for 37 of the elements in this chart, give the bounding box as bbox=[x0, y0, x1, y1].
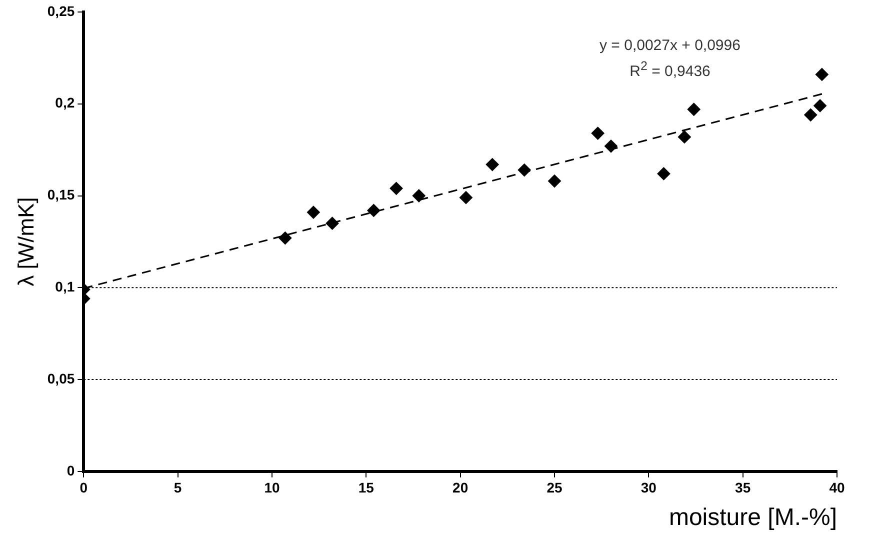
x-axis-title: moisture [M.-%] bbox=[668, 504, 837, 532]
y-tick-label: 0,2 bbox=[55, 94, 75, 111]
annotation: R$^{2}$ = 0,9436 bbox=[628, 58, 712, 82]
annotation: y = 0,0027x + 0,0996 bbox=[598, 36, 742, 56]
point bbox=[687, 102, 700, 116]
x-tick-label: 35 bbox=[735, 480, 751, 496]
point bbox=[326, 216, 339, 230]
point bbox=[367, 204, 380, 217]
x-tick-label: 5 bbox=[174, 480, 182, 496]
point bbox=[278, 232, 292, 245]
x-tick-label: 40 bbox=[829, 480, 845, 496]
y-tick-label: 0,25 bbox=[47, 2, 75, 19]
point bbox=[657, 167, 670, 180]
point bbox=[804, 108, 818, 122]
y-tick-label: 0,1 bbox=[55, 278, 75, 294]
x-tick-label: 15 bbox=[358, 480, 374, 496]
point bbox=[390, 182, 403, 195]
point bbox=[604, 140, 618, 153]
point bbox=[412, 189, 426, 202]
point bbox=[814, 99, 827, 112]
point bbox=[518, 164, 531, 177]
point bbox=[678, 130, 691, 144]
point bbox=[459, 191, 472, 204]
x-tick-label: 30 bbox=[640, 480, 657, 496]
x-tick-label: 10 bbox=[264, 480, 280, 496]
point bbox=[591, 126, 604, 140]
point bbox=[486, 158, 499, 172]
x-tick-label: 25 bbox=[546, 480, 562, 496]
point bbox=[306, 206, 320, 219]
point bbox=[548, 174, 561, 188]
x-tick-label: 20 bbox=[452, 480, 468, 496]
y-tick-label: 0 bbox=[66, 462, 75, 478]
point bbox=[815, 68, 828, 81]
y-tick-label: 0,15 bbox=[47, 186, 75, 203]
y-axis-title: λ [W/mK] bbox=[13, 197, 38, 286]
x-tick-label: 0 bbox=[80, 480, 88, 496]
y-tick-label: 0,05 bbox=[47, 370, 75, 386]
